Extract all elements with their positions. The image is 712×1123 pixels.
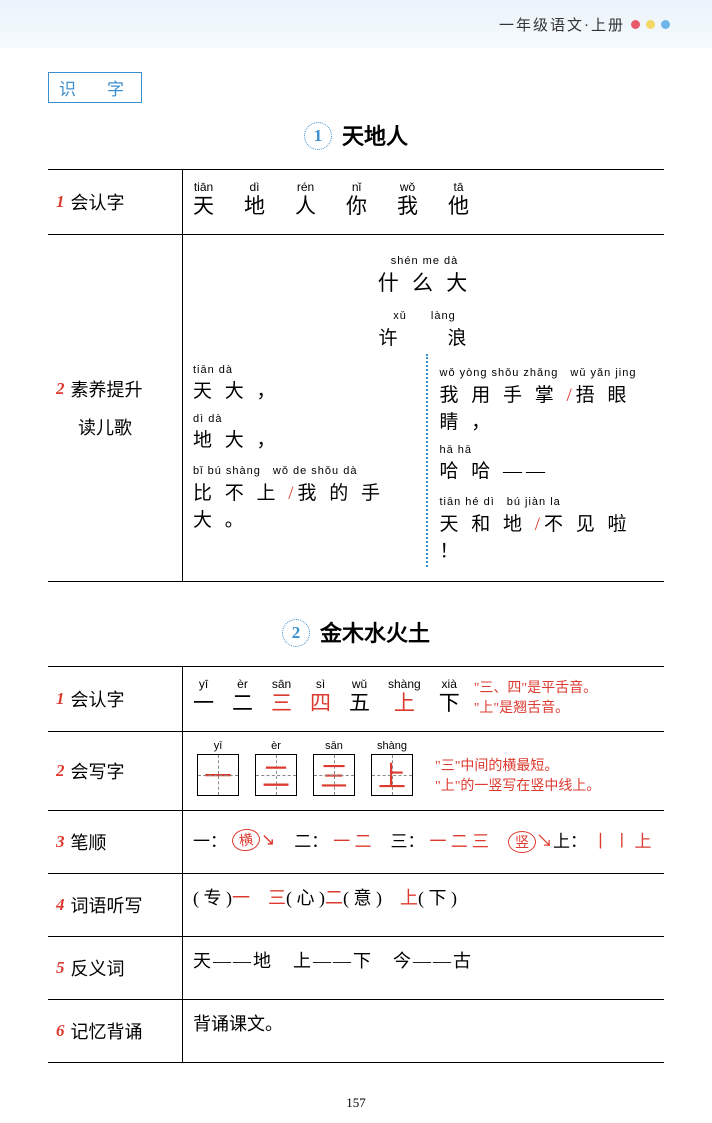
lesson1-table: 1会认字 tiān天dì地rén人nǐ你wǒ我tā他 2素养提升 读儿歌 shé… <box>48 169 664 582</box>
l1-row2-content: shén me dà什 么 大 xǔ làng许 浪 tiān dà天 大 ，d… <box>183 235 664 581</box>
dot-blue <box>661 20 670 29</box>
lesson1-title: 1天地人 <box>48 119 664 151</box>
l2-row5-content: 天——地 上——下 今——古 <box>183 937 664 999</box>
page-header: 一年级语文·上册 <box>0 0 712 48</box>
l1-row1-content: tiān天dì地rén人nǐ你wǒ我tā他 <box>183 170 664 234</box>
l1-row1: 1会认字 tiān天dì地rén人nǐ你wǒ我tā他 <box>48 170 664 235</box>
l2-row4-content: ( 专 )一 三( 心 )二( 意 ) 上( 下 ) <box>183 874 664 936</box>
l2-row3-content: 一：横↘ 二：一 二 三：一 二 三 竖↘上：丨 ㇑ 上 <box>183 811 664 873</box>
l2-row6-content: 背诵课文。 <box>183 1000 664 1062</box>
dot-pink <box>631 20 640 29</box>
lesson2-table: 1会认字 yī一èr二sān三sì四wǔ五shàng上xià下 "三、四"是平舌… <box>48 666 664 1063</box>
section-badge: 识 字 <box>48 72 142 103</box>
dot-yellow <box>646 20 655 29</box>
lesson2-title: 2金木水火土 <box>48 616 664 648</box>
page-number: 157 <box>0 1083 712 1123</box>
header-text: 一年级语文·上册 <box>499 14 625 35</box>
page-body: 识 字 1天地人 1会认字 tiān天dì地rén人nǐ你wǒ我tā他 2素养提… <box>0 48 712 1083</box>
l1-row2: 2素养提升 读儿歌 shén me dà什 么 大 xǔ làng许 浪 tiā… <box>48 235 664 582</box>
